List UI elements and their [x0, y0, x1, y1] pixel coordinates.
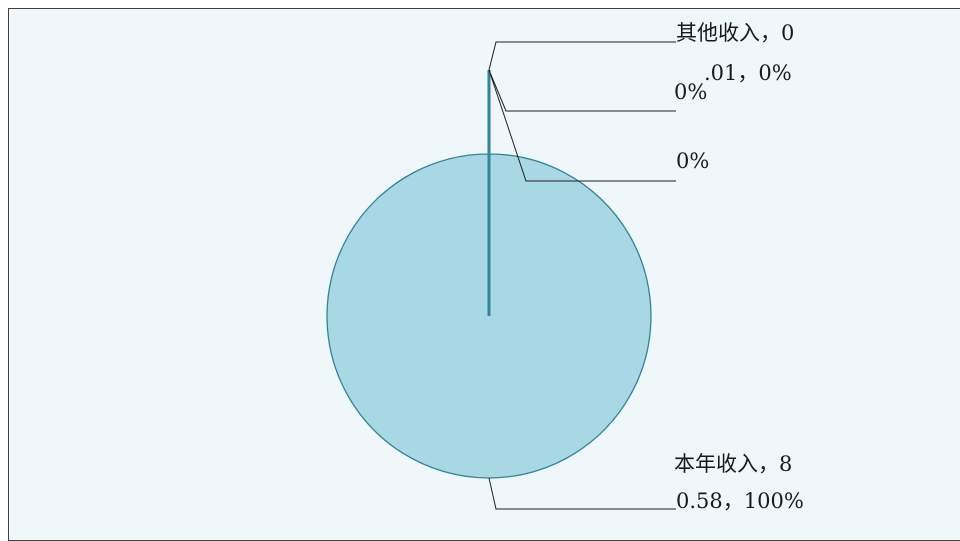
slice-label-zero-a: 0% [674, 80, 707, 104]
leader-line-zero-a [488, 69, 676, 112]
pie-slices [326, 70, 652, 479]
leader-lines [488, 41, 676, 510]
leader-line-other [488, 41, 676, 71]
leader-line-zero-b [488, 69, 676, 182]
slice-label-other-line1: 其他收入，0 [676, 21, 794, 45]
slice-label-zero-b: 0% [676, 149, 709, 173]
slice-label-main-line2: 0.58，100% [676, 489, 804, 513]
slice-label-other-line2: .01，0% [704, 61, 792, 85]
slice-label-main-line1: 本年收入，8 [674, 452, 792, 476]
leader-line-main [488, 477, 676, 510]
